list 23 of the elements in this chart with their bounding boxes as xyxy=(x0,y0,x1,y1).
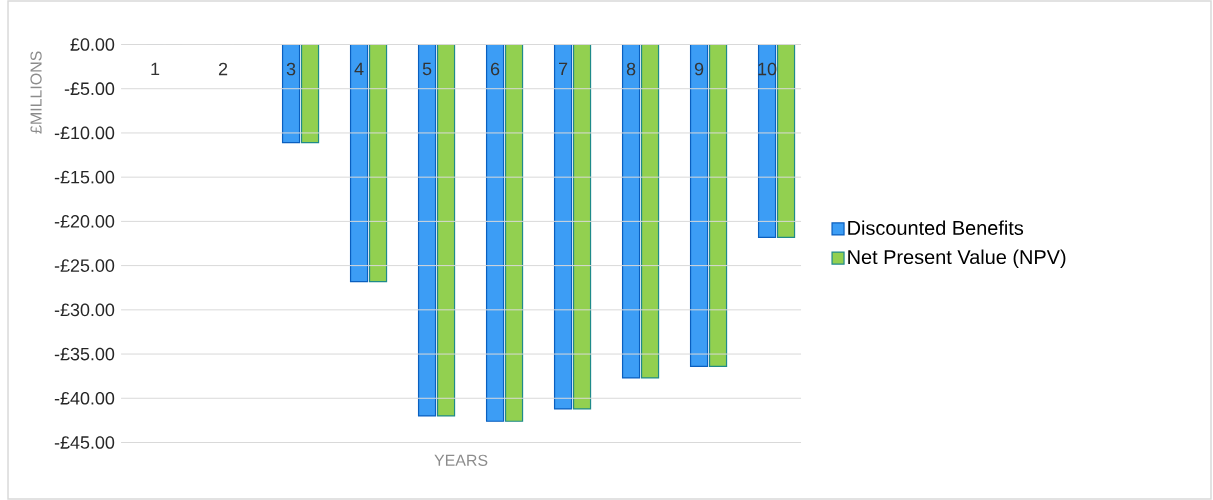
y-tick-label: £0.00 xyxy=(70,38,115,51)
x-tick-label: 9 xyxy=(694,62,704,76)
x-axis-title: YEARS xyxy=(434,454,488,466)
x-tick-label: 5 xyxy=(422,62,432,76)
y-tick-label: -£15.00 xyxy=(54,170,115,184)
x-tick-label: 6 xyxy=(490,62,500,76)
x-tick-label: 7 xyxy=(558,62,568,76)
x-tick-label: 8 xyxy=(626,62,636,76)
y-tick-label: -£30.00 xyxy=(54,303,115,317)
y-tick-label: -£35.00 xyxy=(54,347,115,361)
y-tick-label: -£20.00 xyxy=(54,215,115,228)
x-tick-label: 2 xyxy=(218,62,228,76)
legend-label: Net Present Value (NPV) xyxy=(848,249,1066,269)
x-tick-label: 3 xyxy=(286,62,296,76)
y-tick-label: -£10.00 xyxy=(54,126,115,140)
x-tick-label: 1 xyxy=(151,62,160,76)
y-tick-label: -£25.00 xyxy=(54,259,115,272)
y-tick-label: -£5.00 xyxy=(64,82,115,96)
y-tick-label: -£45.00 xyxy=(54,436,115,449)
x-tick-label: 4 xyxy=(354,62,364,76)
legend-label: Discounted Benefits xyxy=(848,220,1024,235)
y-axis-title: £MILLIONS xyxy=(30,51,42,134)
y-tick-label: -£40.00 xyxy=(54,391,115,405)
